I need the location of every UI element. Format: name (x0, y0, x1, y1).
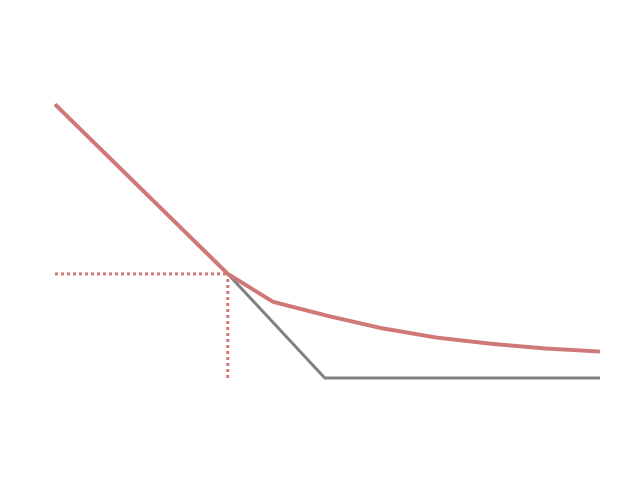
series-line-2 (53, 102, 601, 354)
series-line-1 (53, 103, 600, 380)
